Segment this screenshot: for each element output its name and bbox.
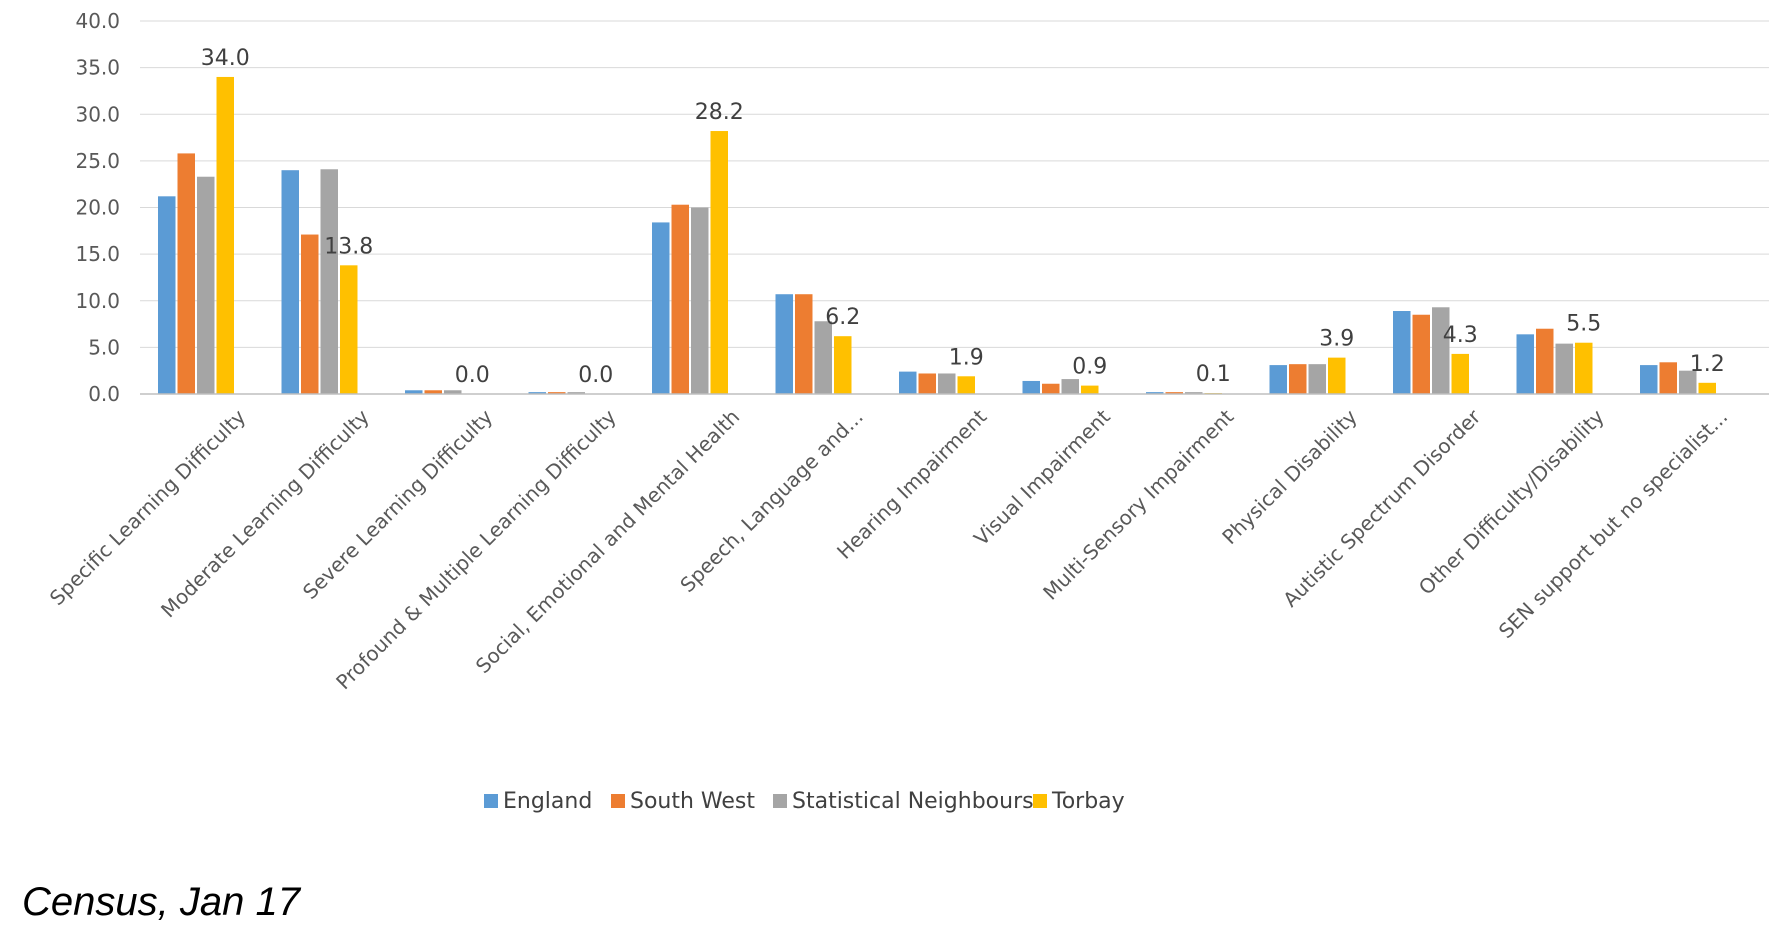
bar-england [652, 222, 670, 394]
legend-swatch [611, 794, 625, 808]
bar-england [1023, 381, 1041, 394]
bar-south-west [1660, 362, 1678, 394]
bar-torbay [1328, 358, 1346, 394]
footnote: Census, Jan 17 [22, 880, 300, 925]
y-tick-label: 5.0 [88, 335, 120, 359]
bar-south-west [672, 205, 690, 394]
bar-torbay [1081, 386, 1099, 394]
bar-statistical-neighbours [1062, 379, 1080, 394]
bar-england [158, 196, 176, 394]
bar-south-west [301, 235, 319, 394]
bar-south-west [919, 373, 937, 394]
bar-torbay [1452, 354, 1470, 394]
y-tick-label: 10.0 [75, 289, 120, 313]
bar-south-west [1413, 315, 1431, 394]
bar-statistical-neighbours [691, 208, 709, 395]
bar-england [1393, 311, 1411, 394]
category-label: Social, Emotional and Mental Health [471, 405, 744, 678]
legend-label: South West [630, 789, 755, 814]
bar-statistical-neighbours [815, 321, 833, 394]
category-label: Specific Learning Difficulty [45, 404, 251, 610]
bar-statistical-neighbours [197, 177, 215, 394]
bar-south-west [1536, 329, 1554, 394]
legend: England South West Statistical Neighbours T… [484, 789, 1125, 814]
legend-item: Torbay [1033, 789, 1125, 814]
category-label: Autistic Spectrum Disorder [1278, 404, 1486, 612]
category-label: Physical Disability [1217, 404, 1362, 549]
bar-south-west [1289, 364, 1307, 394]
bar-statistical-neighbours [1309, 364, 1327, 394]
data-label: 5.5 [1566, 312, 1601, 337]
gridlines [140, 21, 1769, 347]
bar-statistical-neighbours [938, 373, 956, 394]
category-label: Profound & Multiple Learning Difficulty [331, 404, 621, 694]
legend-label: Statistical Neighbours [792, 789, 1034, 814]
legend-swatch [1033, 794, 1047, 808]
data-label: 1.2 [1690, 352, 1725, 377]
category-label: Visual Impairment [969, 404, 1115, 550]
y-tick-label: 30.0 [75, 102, 120, 126]
data-label: 34.0 [201, 46, 250, 71]
data-label: 1.9 [949, 345, 984, 370]
bar-south-west [178, 153, 196, 394]
legend-swatch [484, 794, 498, 808]
bar-england [1270, 365, 1288, 394]
data-label: 6.2 [825, 305, 860, 330]
legend-item: South West [611, 789, 755, 814]
y-tick-label: 35.0 [75, 56, 120, 80]
bar-england [899, 372, 917, 394]
legend-item: England [484, 789, 592, 814]
bar-torbay [1699, 383, 1717, 394]
bar-torbay [958, 376, 976, 394]
data-label: 13.8 [324, 234, 373, 259]
y-tick-label: 40.0 [75, 9, 120, 33]
bar-south-west [795, 294, 813, 394]
bar-torbay [834, 336, 852, 394]
bar-england [1517, 334, 1535, 394]
data-label: 28.2 [695, 100, 744, 125]
data-label: 0.0 [455, 363, 490, 388]
y-axis-tick-labels: 0.0 5.0 10.0 15.0 20.0 25.0 30.0 35.0 40.0 [75, 9, 120, 406]
data-label: 0.9 [1072, 355, 1107, 380]
bar-statistical-neighbours [1556, 344, 1574, 394]
y-tick-label: 15.0 [75, 242, 120, 266]
bar-torbay [340, 265, 358, 394]
y-tick-label: 25.0 [75, 149, 120, 173]
legend-item: Statistical Neighbours [773, 789, 1034, 814]
legend-label: Torbay [1051, 789, 1125, 814]
bar-south-west [1042, 384, 1060, 394]
bar-torbay [1575, 343, 1593, 394]
bars [158, 77, 1716, 394]
data-label: 4.3 [1443, 323, 1478, 348]
legend-swatch [773, 794, 787, 808]
bar-england [282, 170, 300, 394]
bar-england [776, 294, 794, 394]
data-labels: 34.0 13.8 0.0 0.0 28.2 6.2 1.9 0.9 0.1 3.9 4.3 5.5 1… [201, 46, 1725, 388]
bar-torbay [711, 131, 729, 394]
category-label: Moderate Learning Difficulty [156, 404, 374, 622]
bar-statistical-neighbours [1432, 307, 1450, 394]
legend-label: England [503, 789, 592, 814]
bar-torbay [217, 77, 235, 394]
category-label: SEN support but no specialist... [1494, 405, 1733, 644]
bar-england [1640, 365, 1658, 394]
bar-statistical-neighbours [321, 169, 339, 394]
data-label: 0.0 [578, 363, 613, 388]
y-tick-label: 0.0 [88, 382, 120, 406]
y-tick-label: 20.0 [75, 196, 120, 220]
data-label: 0.1 [1196, 362, 1231, 387]
data-label: 3.9 [1319, 327, 1354, 352]
